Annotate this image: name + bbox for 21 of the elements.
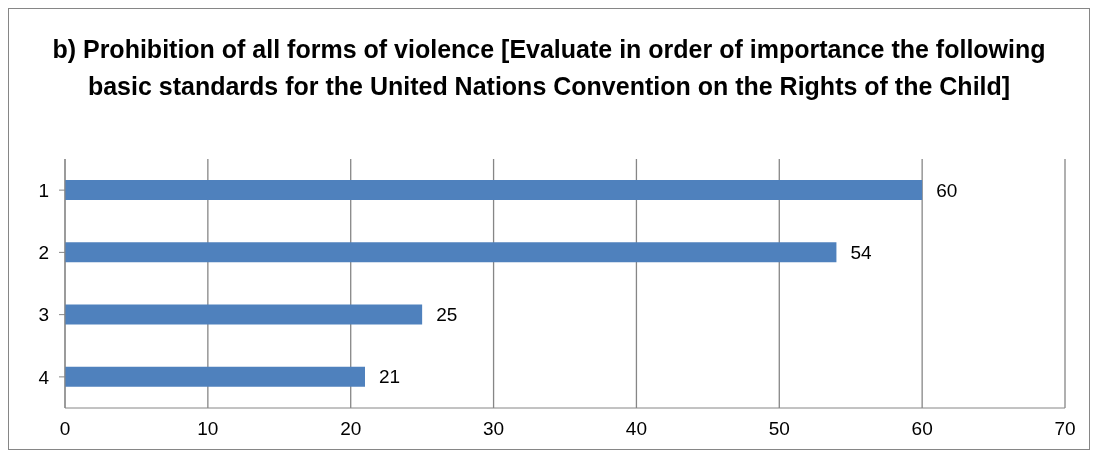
x-tick-label: 10 xyxy=(197,418,219,440)
x-tick-label: 0 xyxy=(59,418,71,440)
y-tick-label: 4 xyxy=(38,366,50,388)
y-tick-label: 3 xyxy=(38,304,49,326)
y-tick-label: 2 xyxy=(38,242,49,264)
x-tick-label: 60 xyxy=(911,418,933,440)
bar xyxy=(65,304,423,325)
data-label: 21 xyxy=(379,366,401,388)
data-label: 60 xyxy=(936,179,958,201)
x-tick-label: 70 xyxy=(1054,418,1076,440)
data-label: 25 xyxy=(436,304,458,326)
x-tick-label: 40 xyxy=(625,418,647,440)
x-tick-label: 20 xyxy=(340,418,362,440)
y-tick-label: 1 xyxy=(38,179,49,201)
x-tick-label: 30 xyxy=(483,418,505,440)
x-tick-label: 50 xyxy=(768,418,790,440)
data-label: 54 xyxy=(850,241,872,263)
bar xyxy=(65,366,365,387)
bar xyxy=(65,242,837,263)
bar xyxy=(65,180,923,200)
chart-title: b) Prohibition of all forms of violence [Evaluate in order of importance the following basic standards for the United Nations Convention on the Rights of the Child] xyxy=(51,34,1047,102)
